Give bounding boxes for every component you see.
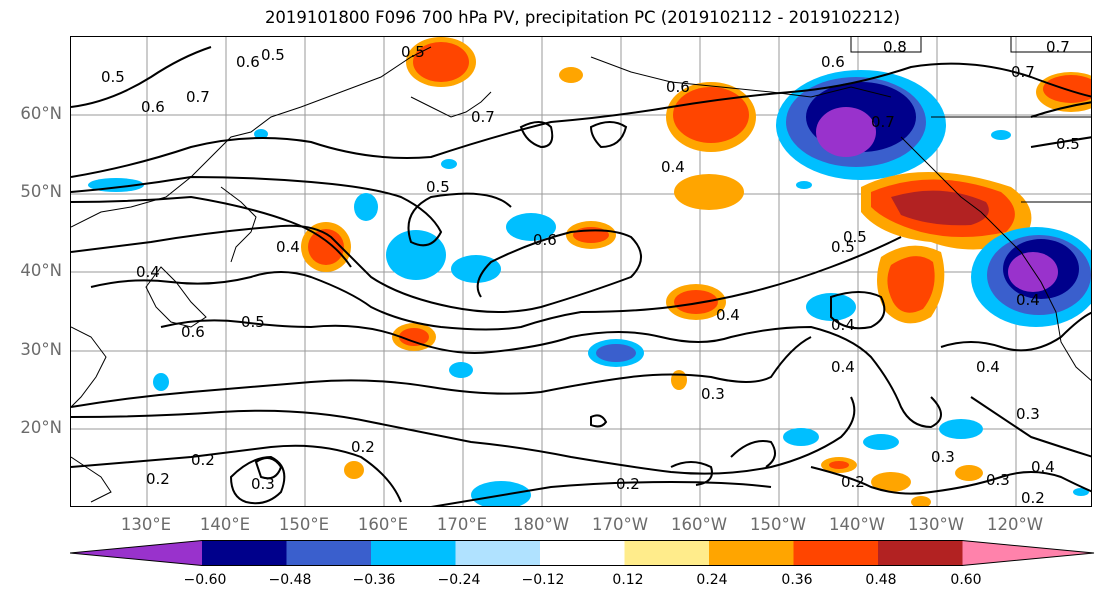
contour-label: 0.4 [831,358,855,376]
contour-label: 0.4 [976,358,1000,376]
colorbar-segment [70,540,202,566]
lon-label: 130°E [120,515,172,534]
contour-label: 0.4 [276,238,300,256]
contour-label: 0.6 [236,53,260,71]
colorbar-tick-label: −0.48 [268,572,312,588]
colorbar-tick-label: −0.36 [352,572,396,588]
contour-label: 0.3 [986,471,1010,489]
lat-label: 60°N [20,104,62,123]
contour-label: 0.3 [1016,405,1040,423]
contour-label: 0.2 [1021,489,1045,507]
lon-label: 170°W [591,515,649,534]
contour-label: 0.6 [181,323,205,341]
lon-label: 170°E [436,515,488,534]
lon-label: 130°W [907,515,965,534]
lon-label: 150°W [749,515,807,534]
colorbar-tick-label: 0.12 [612,572,644,588]
colorbar-segment [709,540,794,566]
contour-label: 0.5 [426,178,450,196]
pv-contours [71,46,1091,506]
contour-label: 0.4 [831,316,855,334]
lat-label: 20°N [20,418,62,437]
contour-label: 0.2 [616,475,640,493]
contour-label: 0.5 [831,238,855,256]
contour-label: 0.4 [661,158,685,176]
lon-label: 160°E [357,515,409,534]
colorbar-segment [202,540,287,566]
contour-label: 0.6 [666,78,690,96]
colorbar-tick-label: −0.24 [437,572,481,588]
contour-label: 0.5 [1056,135,1080,153]
lat-label: 50°N [20,182,62,201]
coastlines [71,37,1091,503]
contour-label: 0.7 [471,108,495,126]
colorbar-segment [962,540,1094,566]
colorbar-tick-label: 0.60 [950,572,982,588]
contour-label: 0.6 [533,231,557,249]
contour-label: 0.4 [136,263,160,281]
lon-label: 140°E [199,515,251,534]
contour-label: 0.5 [843,228,867,246]
colorbar-tick-label: −0.12 [521,572,565,588]
contour-label: 0.4 [1031,458,1055,476]
contour-label: 0.7 [1011,63,1035,81]
contour-label: 0.2 [191,451,215,469]
contour-label: 0.5 [261,46,285,64]
lon-label: 140°W [828,515,886,534]
lat-label: 30°N [20,340,62,359]
contour-label: 0.4 [1016,291,1040,309]
contour-label: 0.5 [401,43,425,61]
lon-label: 150°E [278,515,330,534]
contour-label: 0.7 [186,88,210,106]
contour-label: 0.2 [841,473,865,491]
colorbar-segment [624,540,710,566]
contour-label: 0.8 [883,38,907,56]
colorbar [70,540,1095,566]
contour-label: 0.2 [146,470,170,488]
colorbar-segment [540,540,625,566]
lon-label: 120°W [986,515,1044,534]
colorbar-tick-label: −0.60 [183,572,227,588]
colorbar-segment [793,540,879,566]
precipitation-shading [88,37,1091,506]
contour-label: 0.5 [101,68,125,86]
contour-label: 0.3 [701,385,725,403]
colorbar-tick-label: 0.48 [865,572,897,588]
contour-label: 0.7 [871,113,895,131]
lon-label: 180°W [512,515,570,534]
contour-label: 0.7 [1046,38,1070,56]
contour-label: 0.5 [241,313,265,331]
contour-label: 0.3 [251,475,275,493]
contour-label: 0.3 [931,448,955,466]
lat-label: 40°N [20,261,62,280]
contour-label-group: 0.5 0.6 0.5 0.7 0.6 0.7 0.5 0.8 0.7 0.7 … [101,38,1080,507]
colorbar-segment [878,540,963,566]
contour-label: 0.2 [351,438,375,456]
map-panel: 0.5 0.6 0.5 0.7 0.6 0.7 0.5 0.8 0.7 0.7 … [70,36,1092,507]
map-title: 2019101800 F096 700 hPa PV, precipitatio… [264,8,901,27]
colorbar-tick-label: 0.24 [696,572,728,588]
colorbar-segment [286,540,372,566]
lon-label: 160°W [670,515,728,534]
contour-label: 0.6 [821,53,845,71]
colorbar-segment [455,540,541,566]
colorbar-tick-label: 0.36 [781,572,813,588]
map-canvas: 0.5 0.6 0.5 0.7 0.6 0.7 0.5 0.8 0.7 0.7 … [71,37,1091,507]
contour-label: 0.6 [141,98,165,116]
graticule [71,37,1091,506]
contour-label: 0.4 [716,306,740,324]
colorbar-segment [371,540,456,566]
